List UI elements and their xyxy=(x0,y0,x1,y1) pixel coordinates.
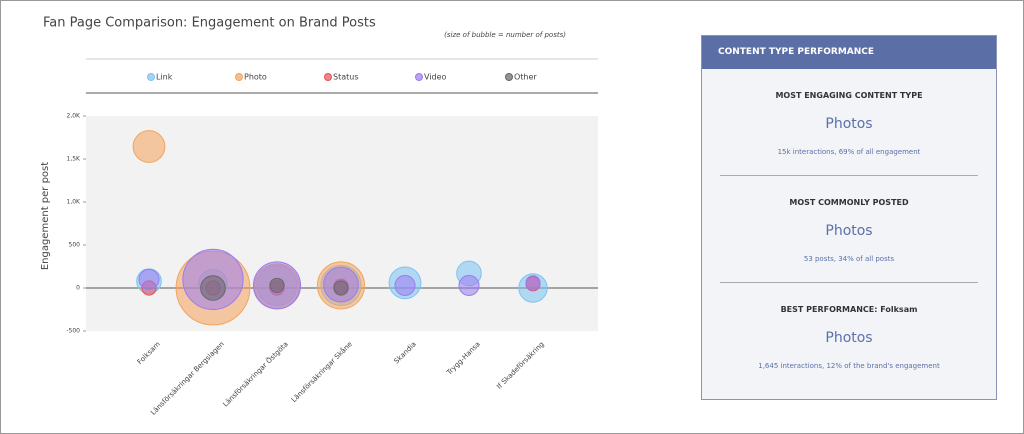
x-tick-label: If Skadeförsäkring xyxy=(495,340,546,391)
side-panel: CONTENT TYPE PERFORMANCE MOST ENGAGING C… xyxy=(701,35,997,400)
section-value: Photos xyxy=(825,330,873,346)
legend-label: Status xyxy=(333,73,359,82)
x-tick-label: Länsförsäkringar Bergslagen xyxy=(149,340,226,417)
legend-label: Link xyxy=(156,73,173,82)
panel-title: CONTENT TYPE PERFORMANCE xyxy=(702,36,996,69)
x-tick-label: Trygg-Hansa xyxy=(445,340,482,377)
chart: Fan Page Comparison: Engagement on Brand… xyxy=(40,16,598,417)
bubble xyxy=(138,268,160,290)
legend-label: Other xyxy=(514,73,537,82)
panel-section: MOST ENGAGING CONTENT TYPE Photos 15k inte… xyxy=(720,69,978,176)
x-tick-label: Länsförsäkringar Skåne xyxy=(289,339,354,404)
bubble xyxy=(394,274,416,296)
legend-label: Photo xyxy=(244,73,267,82)
section-note: 1,645 interactions, 12% of the brand's e… xyxy=(758,362,940,370)
legend-swatch xyxy=(505,73,513,81)
legend-label: Video xyxy=(424,73,447,82)
section-note: 53 posts, 34% of all posts xyxy=(803,255,895,263)
panel-section: MOST COMMONLY POSTED Photos 53 posts, 34% … xyxy=(720,176,978,283)
y-axis-label: Engagement per post xyxy=(40,162,51,270)
chart-title: Fan Page Comparison: Engagement on Brand… xyxy=(43,16,376,31)
x-tick-label: Folksam xyxy=(136,340,162,366)
section-heading: MOST ENGAGING CONTENT TYPE xyxy=(775,91,923,100)
y-tick-label: -500 xyxy=(66,328,80,335)
section-heading: BEST PERFORMANCE: Folksam xyxy=(780,305,918,314)
bubble xyxy=(200,275,226,301)
x-tick-label: Skandia xyxy=(393,340,418,365)
panel-section: BEST PERFORMANCE: Folksam Photos 1,645 int… xyxy=(720,283,978,389)
bubble xyxy=(525,275,541,291)
legend-swatch xyxy=(235,73,243,81)
bubble xyxy=(269,277,285,294)
y-tick-label: 500 xyxy=(69,242,81,249)
legend-swatch xyxy=(324,73,332,81)
section-value: Photos xyxy=(825,223,873,239)
x-tick-label: Länsförsäkringar Östgöta xyxy=(221,339,290,408)
section-value: Photos xyxy=(825,116,873,132)
y-tick-label: 1,0K xyxy=(67,199,82,206)
bubble xyxy=(333,280,349,296)
y-tick-label: 0 xyxy=(76,285,80,292)
section-heading: MOST COMMONLY POSTED xyxy=(789,198,909,207)
bubble xyxy=(132,130,166,163)
section-note: 15k interactions, 69% of all engagement xyxy=(777,148,921,156)
legend-swatch xyxy=(147,73,155,81)
y-tick-label: 1,5K xyxy=(67,156,82,163)
chart-subtitle: (size of bubble = number of posts) xyxy=(444,31,566,39)
y-tick-label: 2,0K xyxy=(67,113,82,120)
bubble xyxy=(458,274,480,296)
legend-swatch xyxy=(415,73,423,81)
